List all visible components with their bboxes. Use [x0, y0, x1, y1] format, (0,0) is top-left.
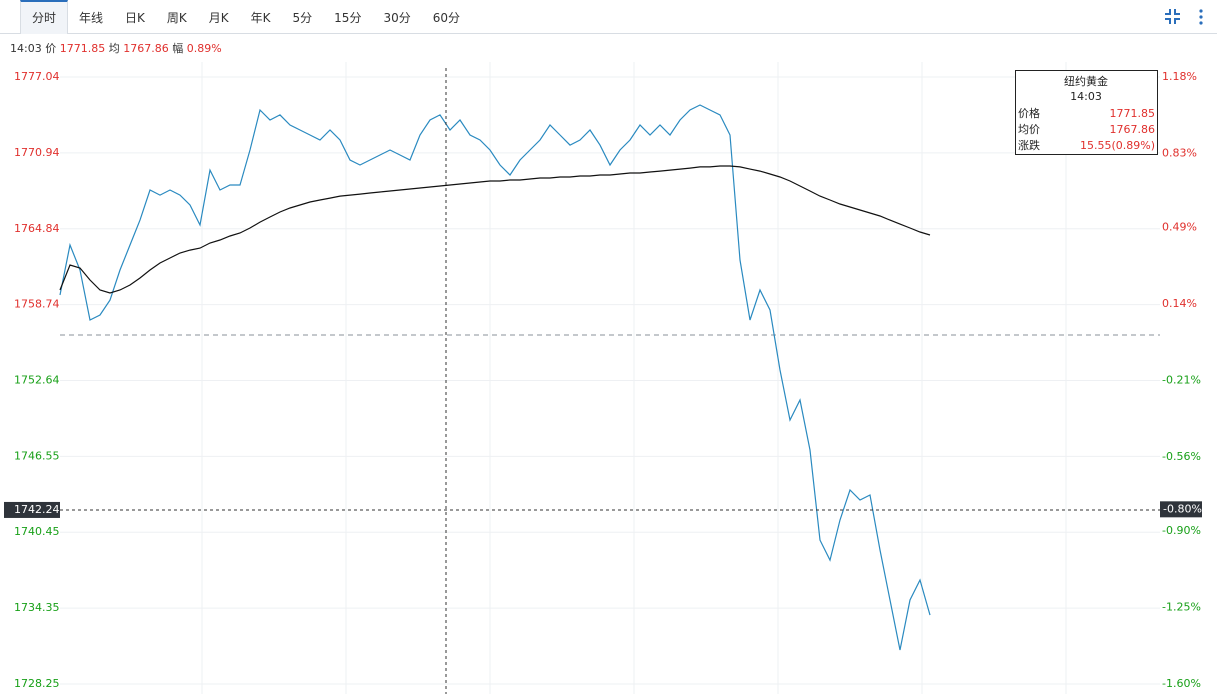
tooltip-time: 14:03: [1070, 90, 1102, 103]
y-tick-label: 1764.84: [14, 222, 60, 235]
y2-tick-label: 0.14%: [1162, 297, 1197, 310]
tab[interactable]: 5分: [292, 10, 313, 25]
info-label: 均: [108, 42, 120, 55]
y-tick-label: 1752.64: [14, 374, 60, 387]
tooltip-value: 1771.85: [1110, 107, 1156, 120]
crosshair-y-box: [4, 501, 60, 518]
y-tick-label: 1734.35: [14, 601, 60, 614]
tab[interactable]: 年线: [79, 10, 104, 25]
y2-tick-label: -1.25%: [1162, 601, 1201, 614]
info-value: 1767.86: [123, 42, 169, 55]
tooltip-title: 纽约黄金: [1064, 74, 1108, 88]
toolbar-icons[interactable]: [1163, 8, 1207, 26]
tab[interactable]: 60分: [432, 10, 461, 25]
info-line: 14:03 价 1771.85 均 1767.86 幅 0.89%: [10, 40, 222, 56]
crosshair-y-label: 1742.24: [14, 503, 60, 516]
tooltip-value: 1767.86: [1110, 123, 1156, 136]
y-tick-label: 1777.04: [14, 70, 60, 83]
tab[interactable]: 周K: [166, 10, 187, 25]
tab[interactable]: 15分: [334, 10, 362, 25]
series-line: [59, 165, 931, 294]
y2-tick-label: -0.21%: [1162, 374, 1201, 387]
tab[interactable]: 30分: [383, 10, 411, 25]
y2-tick-label: 0.49%: [1162, 221, 1197, 234]
info-time: 14:03: [10, 42, 42, 55]
info-value: 1771.85: [59, 42, 106, 55]
info-label: 价: [45, 42, 57, 55]
y2-tick-label: -0.56%: [1162, 450, 1201, 463]
tab[interactable]: 分时: [20, 0, 69, 34]
y2-tick-label: -0.90%: [1162, 524, 1201, 537]
tooltip-label: 价格: [1018, 106, 1040, 120]
tab[interactable]: 年K: [250, 10, 271, 25]
y2-tick-label: -1.60%: [1162, 677, 1201, 690]
toolbar: 分时 年线 日K 周K 月K 年K 5分 15分 30分 60分: [0, 0, 1217, 34]
tab[interactable]: 月K: [208, 10, 229, 25]
series-line: [59, 104, 931, 651]
tooltip-label: 均价: [1018, 123, 1040, 136]
y-tick-label: 1740.45: [14, 525, 60, 538]
crosshair-y2-box: [1160, 501, 1202, 518]
tab[interactable]: 日K: [125, 10, 145, 25]
tooltip-value: 15.55(0.89%): [1080, 139, 1155, 152]
tooltip-label: 涨跌: [1018, 138, 1040, 152]
y-tick-label: 1758.74: [14, 298, 60, 311]
info-value: 0.89%: [186, 42, 222, 55]
tooltip-box: [1015, 70, 1158, 155]
y-tick-label: 1770.94: [14, 146, 60, 159]
y2-tick-label: 1.18%: [1162, 70, 1197, 83]
y-tick-label: 1746.55: [14, 449, 60, 462]
crosshair-y2-label: -0.80%: [1163, 502, 1202, 515]
y-tick-label: 1728.25: [14, 677, 60, 690]
tooltip: 纽约黄金 14:03 价格 1771.85 均价 1767.86 涨跌 15.55(0.89%…: [1015, 70, 1158, 155]
info-label: 幅: [172, 42, 184, 55]
y2-tick-label: 0.83%: [1162, 146, 1197, 159]
